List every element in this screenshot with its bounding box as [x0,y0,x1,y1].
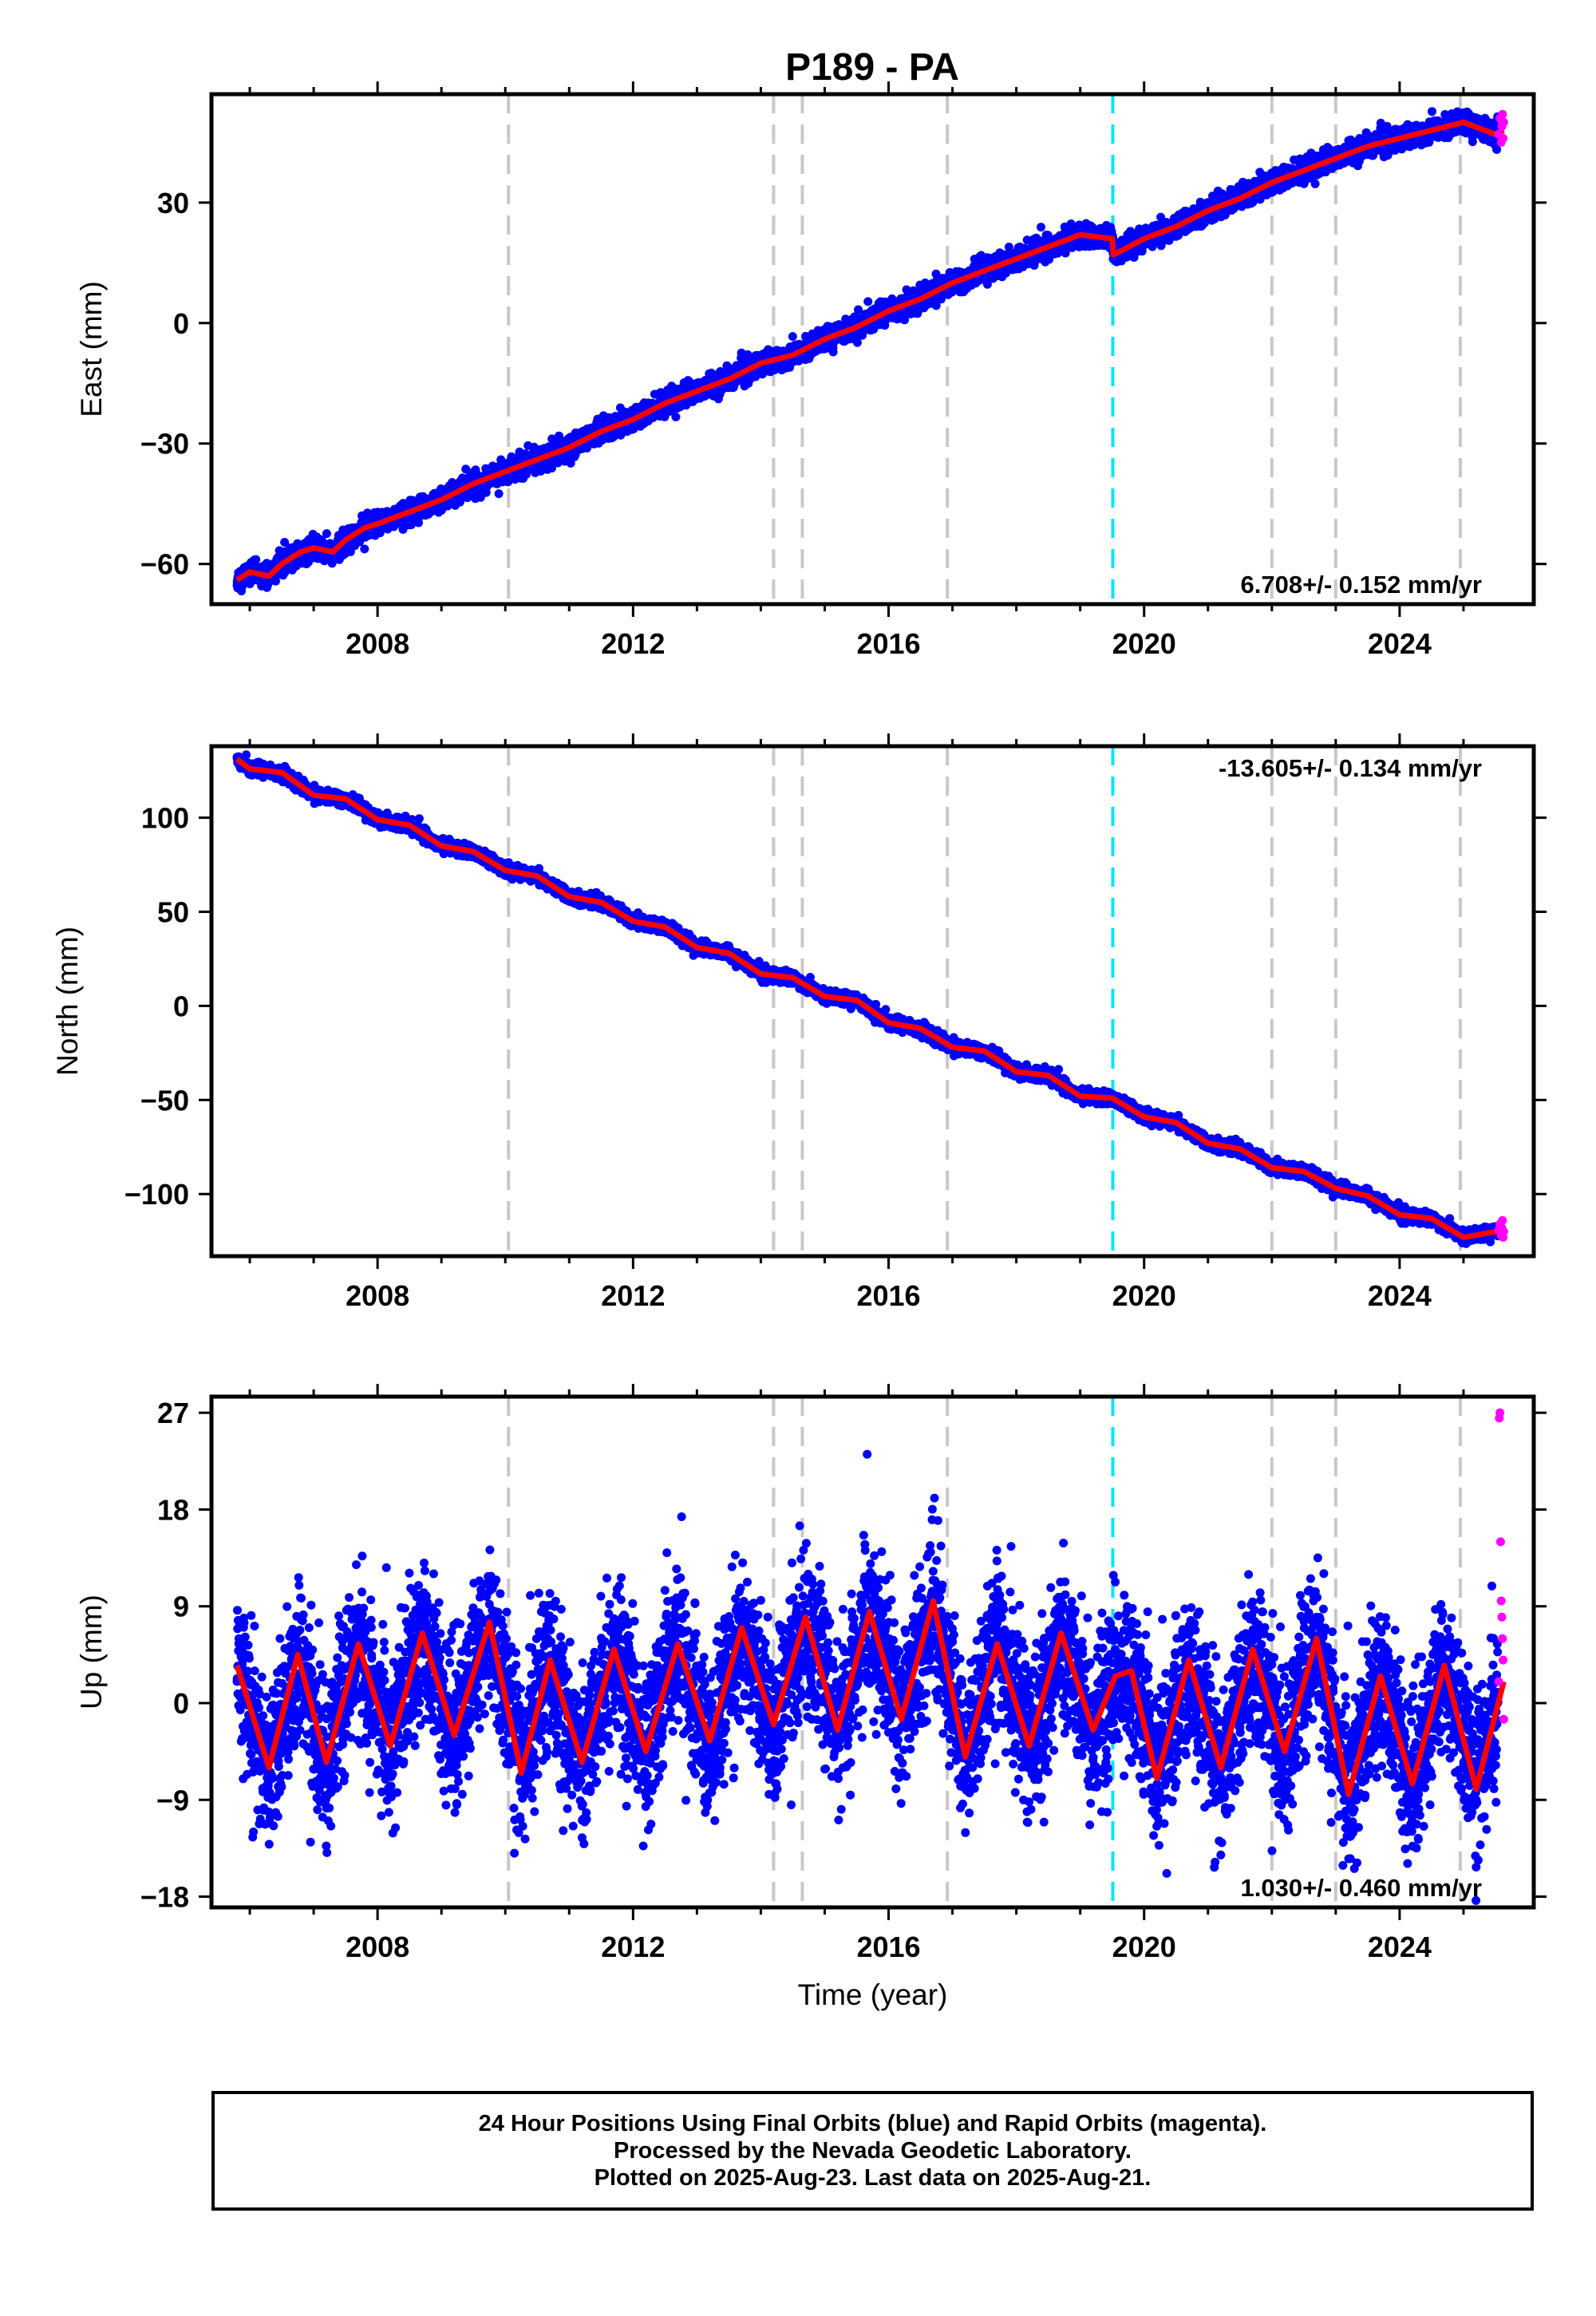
final-orbit-point [828,347,838,357]
final-orbit-point [461,464,471,474]
final-orbit-point [322,529,331,539]
final-orbit-point [251,555,261,564]
final-orbit-point [547,464,556,472]
final-orbit-point [1037,223,1045,232]
final-orbit-point [788,332,797,342]
final-orbit-point [863,297,873,306]
final-orbit-point [529,442,539,452]
final-orbit-point [494,489,504,499]
final-orbit-point [360,544,369,554]
final-orbit-point [671,412,681,421]
final-orbit-point [280,538,290,547]
final-orbit-point [852,338,862,347]
final-orbit-points [232,107,1503,595]
